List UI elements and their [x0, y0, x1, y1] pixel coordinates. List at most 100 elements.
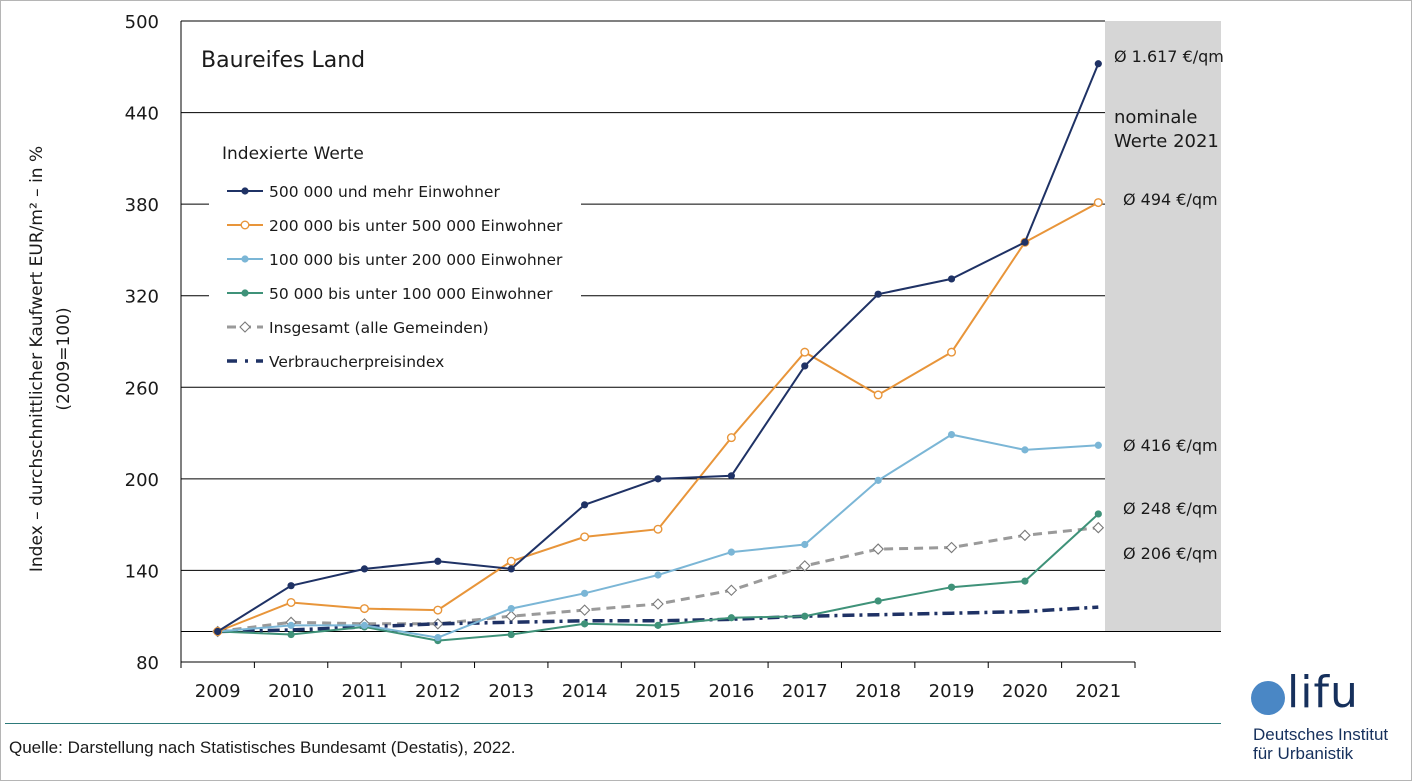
logo-subtitle-line-2: für Urbanistik — [1253, 744, 1354, 763]
data-point — [652, 598, 664, 610]
data-point — [505, 610, 518, 622]
data-point — [507, 565, 515, 573]
data-point — [1094, 441, 1102, 449]
data-point — [801, 362, 809, 370]
x-tick-label: 2020 — [1002, 681, 1048, 702]
data-point — [872, 543, 884, 555]
line-chart: 80 140 200 260 320 380 440 500 2009 2010 2011 2012 2… — [27, 12, 1224, 702]
legend-label-1: 500 000 und mehr Einwohner — [269, 183, 500, 201]
y-tick-label: 260 — [125, 378, 159, 399]
chart-title: Baureifes Land — [201, 48, 365, 73]
data-point — [241, 187, 249, 195]
x-tick-label: 2019 — [929, 681, 975, 702]
data-point — [727, 614, 735, 622]
data-point — [1092, 521, 1105, 534]
x-tick-label: 2017 — [782, 681, 828, 702]
annotation-nominal-values: nominale Werte 2021 — [1114, 107, 1219, 152]
data-point — [1019, 529, 1031, 542]
x-tick-label: 2013 — [488, 681, 534, 702]
data-point — [727, 548, 735, 556]
data-point — [360, 621, 369, 629]
data-point — [1021, 238, 1029, 246]
data-point — [359, 604, 369, 614]
data-point — [360, 565, 369, 573]
data-point — [1021, 577, 1029, 585]
data-point — [654, 571, 662, 579]
x-tick-label: 2011 — [342, 681, 388, 702]
data-point — [726, 433, 736, 443]
data-point — [287, 621, 295, 629]
data-point — [727, 472, 735, 480]
y-axis-title-line-2: (2009=100) — [54, 307, 74, 410]
y-tick-label: 320 — [125, 287, 159, 308]
data-point — [801, 612, 809, 620]
data-point — [725, 584, 738, 597]
data-point — [507, 604, 515, 613]
data-point — [654, 475, 662, 483]
legend-box — [209, 133, 581, 383]
logo-subtitle-line-1: Deutsches Institut — [1253, 725, 1389, 744]
y-tick-label: 80 — [136, 653, 159, 674]
data-point — [241, 289, 249, 297]
y-tick-label: 380 — [125, 195, 159, 216]
data-point — [653, 524, 663, 534]
data-point — [873, 390, 883, 400]
data-point — [241, 255, 249, 263]
y-tick-label: 500 — [125, 12, 159, 33]
x-tick-label: 2021 — [1075, 681, 1121, 702]
data-point — [434, 633, 442, 642]
data-point — [434, 557, 442, 565]
data-point — [874, 476, 882, 484]
logo-wordmark: lifu — [1287, 667, 1359, 718]
legend-label-5: Insgesamt (alle Gemeinden) — [269, 319, 489, 337]
data-point — [581, 501, 589, 509]
data-point — [287, 582, 295, 590]
x-tick-label: 2010 — [268, 681, 314, 702]
data-point — [240, 220, 250, 230]
data-point — [654, 621, 662, 629]
y-tick-label: 140 — [125, 561, 159, 582]
annotation-avg-100k: Ø 416 €/qm — [1123, 436, 1218, 455]
data-point — [947, 275, 956, 283]
logo-dot-icon — [1251, 681, 1285, 715]
data-point — [507, 630, 515, 639]
legend-label-3: 100 000 bis unter 200 000 Einwohner — [269, 251, 563, 269]
highlight-column-2021 — [1105, 21, 1221, 632]
data-point — [581, 589, 589, 597]
data-point — [947, 430, 956, 439]
x-tick-label: 2012 — [415, 681, 461, 702]
data-point — [287, 630, 295, 639]
x-tick-label: 2009 — [195, 681, 241, 702]
annotation-avg-50k: Ø 248 €/qm — [1123, 499, 1218, 518]
legend-label-4: 50 000 bis unter 100 000 Einwohner — [269, 285, 553, 303]
data-point — [580, 532, 590, 542]
data-point — [798, 560, 811, 572]
data-point — [947, 347, 957, 357]
x-tick-label: 2014 — [562, 681, 608, 702]
x-tick-label: 2016 — [708, 681, 754, 702]
series-line-5 — [217, 526, 1099, 633]
data-point — [433, 605, 443, 615]
data-point — [1093, 198, 1103, 208]
data-point — [581, 620, 589, 628]
source-note: Quelle: Darstellung nach Statistisches B… — [9, 738, 516, 757]
data-point — [214, 627, 222, 636]
legend-title: Indexierte Werte — [222, 144, 364, 164]
footer-divider — [5, 723, 1221, 724]
data-point — [801, 540, 809, 549]
y-tick-label: 440 — [125, 104, 159, 125]
y-tick-label: 200 — [125, 470, 159, 491]
data-point — [947, 583, 956, 591]
data-point — [1021, 446, 1029, 454]
legend-label-2: 200 000 bis unter 500 000 Einwohner — [269, 217, 563, 235]
annotation-avg-total: Ø 206 €/qm — [1123, 544, 1218, 563]
logo-subtitle: Deutsches Institut für Urbanistik — [1253, 725, 1388, 763]
data-point — [874, 597, 882, 605]
annotation-avg-200k: Ø 494 €/qm — [1123, 190, 1218, 209]
y-axis-title: Index – durchschnittlicher Kaufwert EUR/… — [27, 146, 47, 572]
data-point — [286, 597, 296, 607]
data-point — [432, 618, 444, 630]
data-point — [578, 604, 591, 616]
difu-logo: lifu Deutsches Institut für Urbanistik — [1251, 667, 1401, 773]
